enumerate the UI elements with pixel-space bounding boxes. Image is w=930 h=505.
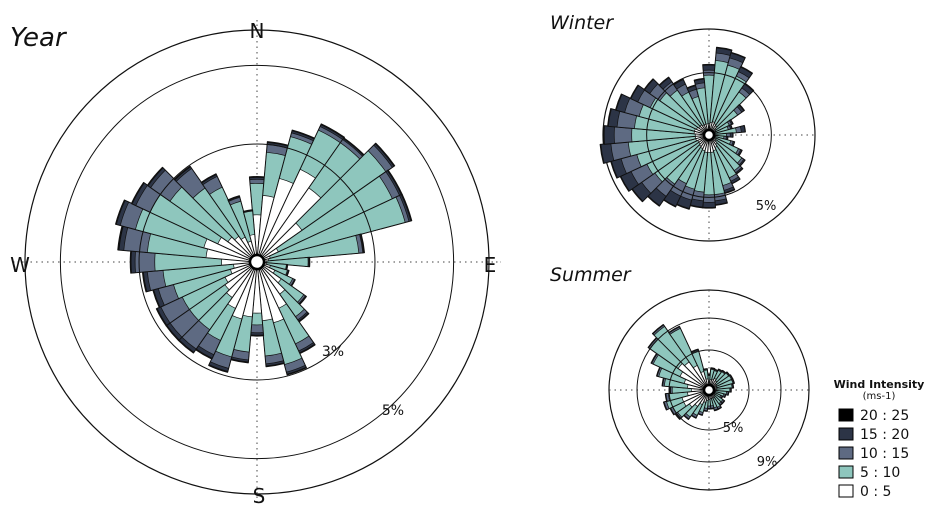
direction-label-west: W <box>10 253 30 277</box>
summer-chart-title: Summer <box>550 264 632 286</box>
center-hole <box>702 128 716 142</box>
legend-label: 15 : 20 <box>860 427 909 443</box>
percent-ring <box>668 349 750 431</box>
legend-item: 5 : 10 <box>838 465 900 481</box>
year-ring-label-3pct: 3% <box>322 344 344 360</box>
percent-ring <box>59 64 455 460</box>
legend-unit: (ms-1) <box>863 391 896 402</box>
legend-swatch <box>838 484 854 498</box>
percent-ring <box>646 72 772 198</box>
percent-ring <box>138 143 376 381</box>
sector-wedge <box>708 127 737 136</box>
sector-wedge <box>708 109 738 136</box>
year-ring-label-5pct: 5% <box>382 403 404 419</box>
winter-ring-label-5pct: 5% <box>756 199 777 214</box>
legend-label: 0 : 5 <box>860 484 891 500</box>
percent-ring <box>636 317 782 463</box>
legend-item: 15 : 20 <box>838 427 909 443</box>
legend-label: 5 : 10 <box>860 465 900 481</box>
year-chart-title: Year <box>10 23 68 53</box>
direction-label-south: S <box>253 484 266 505</box>
direction-label-north: N <box>250 19 265 43</box>
legend-title: Wind Intensity <box>834 378 925 391</box>
legend-item: 20 : 25 <box>838 408 909 424</box>
wind-rose-year <box>13 20 501 504</box>
legend-swatch <box>838 446 854 460</box>
legend-swatch <box>838 465 854 479</box>
wind-rose-summer <box>608 289 810 491</box>
summer-ring-label-5pct: 5% <box>723 421 744 436</box>
center-hole <box>248 253 266 271</box>
legend-label: 20 : 25 <box>860 408 909 424</box>
sector-wedge <box>256 257 309 267</box>
legend-item: 0 : 5 <box>838 484 891 500</box>
legend: Wind Intensity (ms-1) 20 : 25 15 : 20 10… <box>834 378 925 500</box>
sector-wedge <box>256 235 360 263</box>
winter-chart-title: Winter <box>550 12 614 34</box>
sector-wedge <box>696 87 710 136</box>
sector-wedge <box>256 196 406 263</box>
sector-wedge <box>708 91 747 136</box>
wind-rose-winter <box>599 28 816 242</box>
legend-label: 10 : 15 <box>860 446 909 462</box>
legend-item: 10 : 15 <box>838 446 909 462</box>
summer-ring-label-9pct: 9% <box>757 455 778 470</box>
direction-label-east: E <box>484 253 497 277</box>
legend-swatch <box>838 408 854 422</box>
sector-wedge <box>708 75 747 136</box>
center-hole <box>702 383 716 397</box>
legend-swatch <box>838 427 854 441</box>
